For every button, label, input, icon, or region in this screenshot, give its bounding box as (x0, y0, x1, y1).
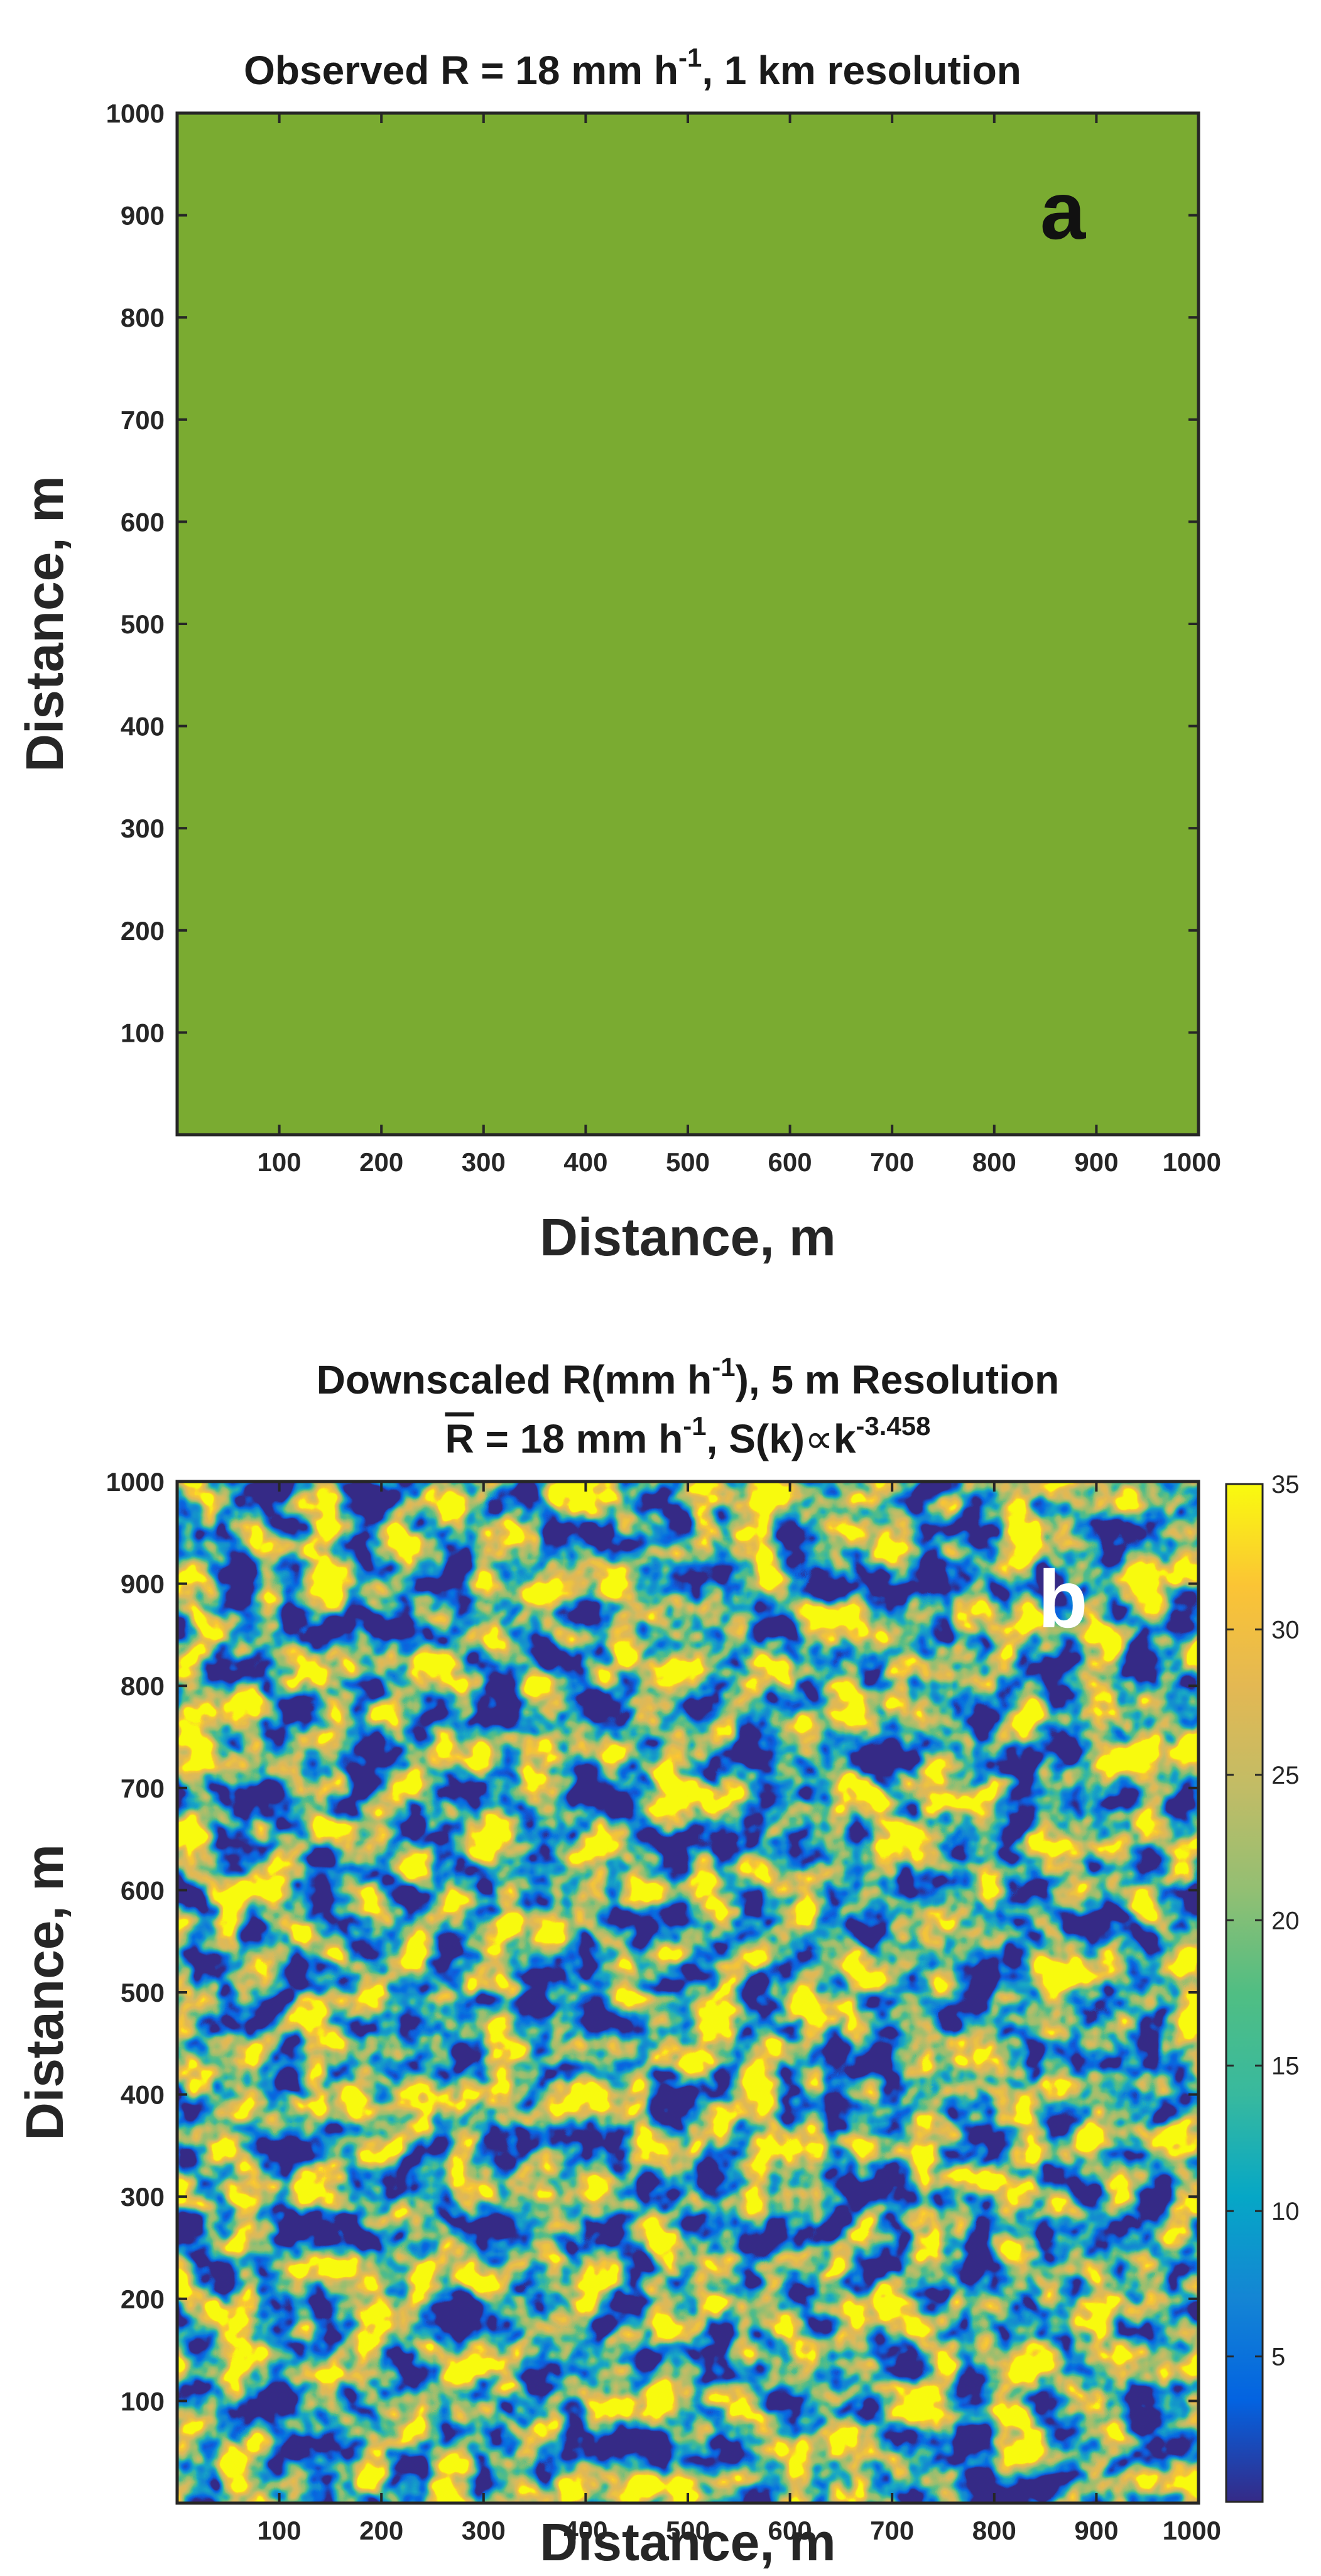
panel-b-ytick-label: 900 (121, 1569, 165, 1599)
panel-b: Downscaled R(mm h-1), 5 m Resolution R =… (15, 1352, 1300, 2572)
panel-a-xtick-label: 400 (563, 1147, 607, 1177)
panel-a-ticks: 100 200 300 400 500 600 700 800 900 1000 100 200 300… (106, 99, 1221, 1177)
panel-a-xtick-label: 600 (768, 1147, 812, 1177)
panel-a-letter: a (1040, 165, 1087, 256)
colorbar-tick-label: 20 (1271, 1907, 1300, 1935)
colorbar-tick-label: 25 (1271, 1762, 1300, 1789)
panel-b-ytick-label: 600 (121, 1875, 165, 1905)
panel-b-ytick-label: 800 (121, 1671, 165, 1701)
panel-b-ytick-label: 1000 (106, 1467, 165, 1497)
panel-b-heatmap-field (177, 1482, 1199, 2503)
colorbar-frame (1225, 1483, 1264, 2503)
panel-b-ytick-label: 100 (121, 2386, 165, 2416)
panel-a-xtick-label: 1000 (1163, 1147, 1221, 1177)
panel-b-title-line2: R = 18 mm h-1, S(k)∝k-3.458 (445, 1411, 930, 1461)
panel-b-ticks: 100 200 300 400 500 600 700 800 900 1000 100 200 300… (106, 1467, 1221, 2545)
panel-b-xtick-label: 100 (258, 2516, 302, 2545)
panel-a-ytick-label: 100 (121, 1018, 165, 1047)
panel-b-title-line1: Downscaled R(mm h-1), 5 m Resolution (317, 1352, 1059, 1402)
panel-a-plot-area (177, 113, 1199, 1135)
panel-a-ytick-label: 300 (121, 814, 165, 843)
panel-b-xtick-label: 800 (972, 2516, 1016, 2545)
panel-b-xtick-label: 300 (462, 2516, 506, 2545)
colorbar-tick-label: 35 (1271, 1471, 1300, 1498)
panel-a-ylabel: Distance, m (15, 476, 74, 772)
panel-a-xtick-label: 500 (666, 1147, 710, 1177)
panel-b-xtick-label: 400 (563, 2516, 607, 2545)
colorbar-tick-label: 10 (1271, 2198, 1300, 2225)
colorbar-tick-label: 5 (1271, 2344, 1285, 2371)
panel-a-xtick-label: 800 (972, 1147, 1016, 1177)
panel-b-ytick-label: 200 (121, 2284, 165, 2314)
panel-b-letter: b (1038, 1553, 1087, 1645)
panel-b-ytick-label: 300 (121, 2182, 165, 2212)
panel-b-xtick-label: 700 (870, 2516, 914, 2545)
panel-a-xtick-label: 100 (258, 1147, 302, 1177)
panel-b-ylabel: Distance, m (15, 1844, 74, 2141)
r-bar-symbol: R (445, 1416, 474, 1461)
panel-a-title: Observed R = 18 mm h-1, 1 km resolution (244, 43, 1021, 93)
panel-b-xtick-label: 600 (768, 2516, 812, 2545)
panel-a: Observed R = 18 mm h-1, 1 km resolution … (15, 43, 1221, 1267)
panel-a-xtick-label: 300 (462, 1147, 506, 1177)
colorbar-tick-label: 30 (1271, 1616, 1300, 1644)
colorbar (1226, 1484, 1263, 2502)
panel-b-xtick-label: 1000 (1163, 2516, 1221, 2545)
panel-a-xtick-label: 200 (359, 1147, 403, 1177)
panel-a-ytick-label: 900 (121, 201, 165, 231)
panel-b-xtick-label: 900 (1074, 2516, 1118, 2545)
panel-a-xtick-label: 700 (870, 1147, 914, 1177)
panel-a-ytick-label: 1000 (106, 99, 165, 128)
panel-a-ytick-label: 200 (121, 916, 165, 946)
panel-a-xlabel: Distance, m (540, 1208, 836, 1267)
panel-a-ytick-label: 800 (121, 303, 165, 332)
panel-a-xtick-label: 900 (1074, 1147, 1118, 1177)
panel-b-xlabel: Distance, m (540, 2513, 836, 2572)
panel-a-ytick-label: 700 (121, 405, 165, 435)
panel-b-xtick-label: 200 (359, 2516, 403, 2545)
panel-b-ytick-label: 700 (121, 1774, 165, 1803)
panel-a-ytick-label: 600 (121, 507, 165, 537)
panel-a-ytick-label: 500 (121, 609, 165, 639)
panel-b-ytick-label: 500 (121, 1978, 165, 2007)
panel-b-ytick-label: 400 (121, 2080, 165, 2110)
panel-b-xtick-label: 500 (666, 2516, 710, 2545)
colorbar-ticks: 5 10 15 20 25 30 35 (1226, 1471, 1300, 2371)
colorbar-tick-label: 15 (1271, 2053, 1300, 2080)
panel-a-ytick-label: 400 (121, 712, 165, 741)
